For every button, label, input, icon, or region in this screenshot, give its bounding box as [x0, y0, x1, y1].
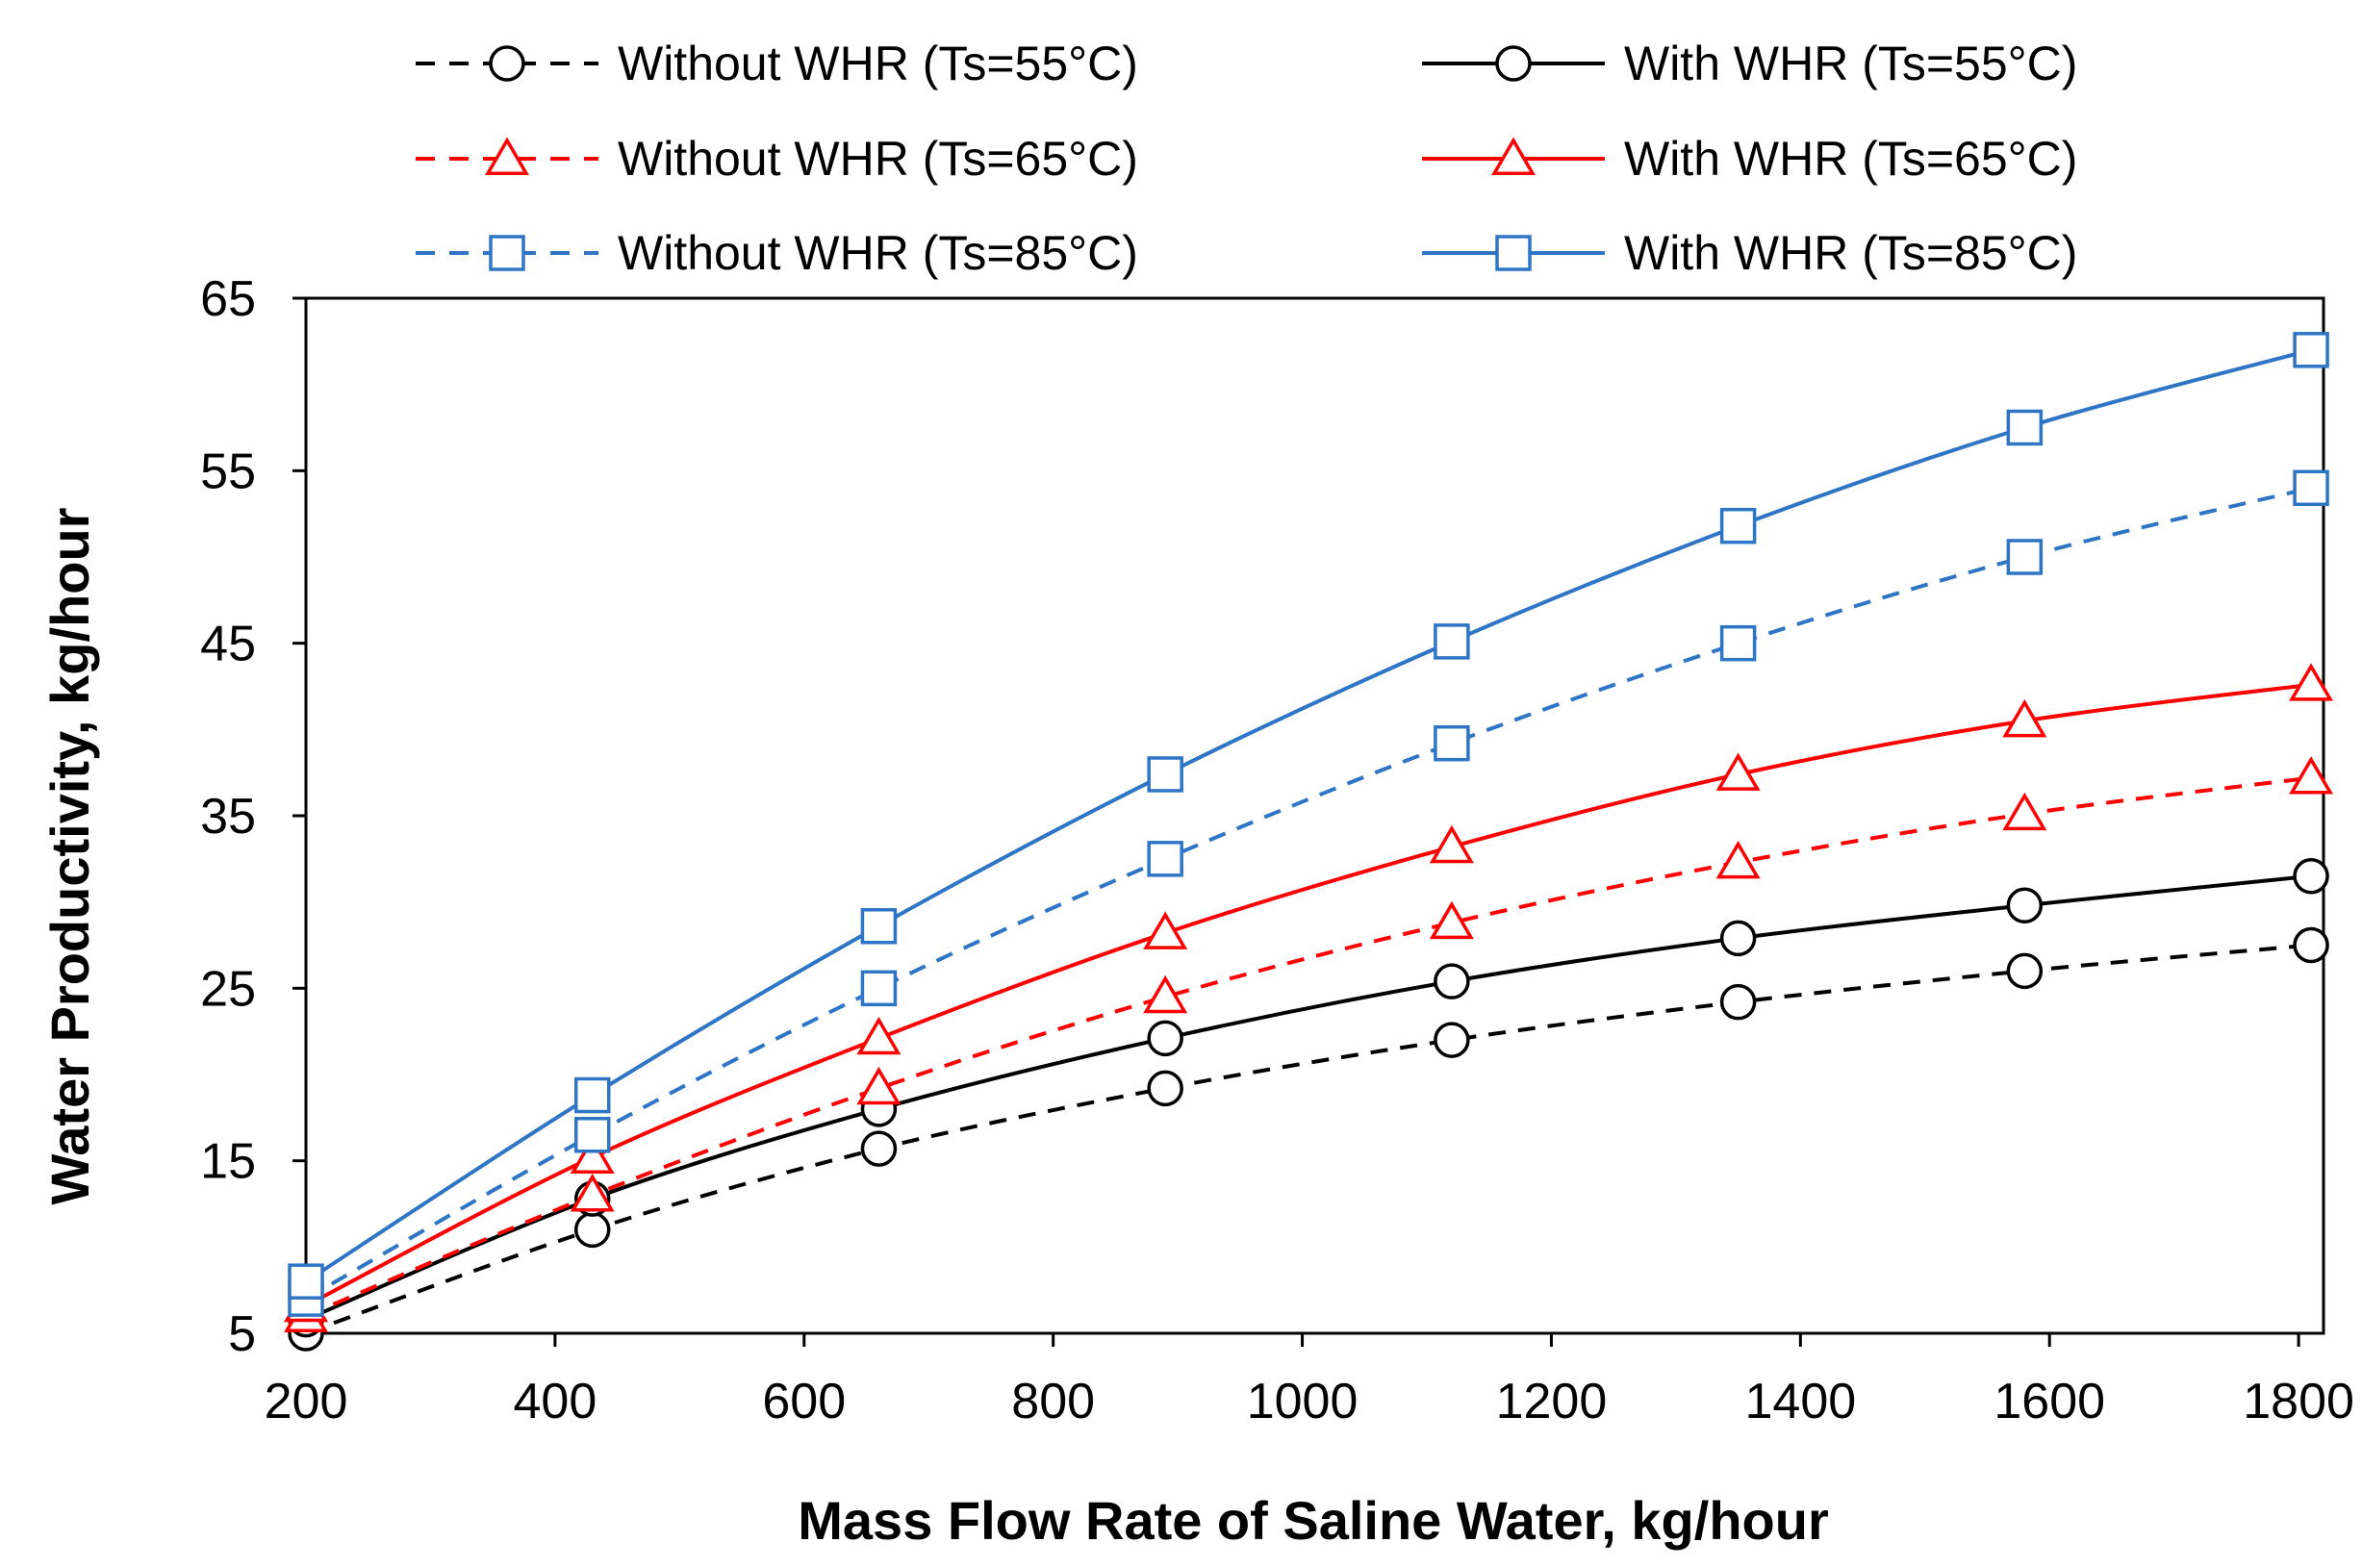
- series-line: [305, 873, 2312, 1322]
- data-point: [2002, 698, 2047, 738]
- y-axis-title: Water Productivity, kg/hour: [39, 508, 100, 1205]
- y-tick-label: 35: [200, 789, 256, 845]
- data-point: [1719, 507, 1757, 544]
- data-point: [1719, 920, 1757, 957]
- data-point: [2006, 887, 2044, 924]
- legend-label: Without WHR (Ts=55°C): [618, 37, 1138, 90]
- legend-marker: [489, 45, 525, 82]
- data-point: [573, 1211, 611, 1249]
- x-tick-label: 1000: [1247, 1374, 1359, 1429]
- legend-item-6: With WHR (Ts=85°C): [1422, 226, 2077, 280]
- legend-item-1: Without WHR (Ts=55°C): [416, 37, 1138, 90]
- y-tick-label: 45: [200, 617, 256, 672]
- series-1: [288, 926, 2329, 1352]
- data-point: [2006, 952, 2044, 990]
- data-point: [573, 1117, 611, 1153]
- legend-marker: [1495, 45, 1532, 82]
- data-point: [2293, 332, 2329, 368]
- data-point: [1434, 623, 1470, 660]
- data-point: [1147, 1020, 1183, 1057]
- legend-marker: [489, 235, 525, 271]
- data-point: [2006, 539, 2044, 575]
- x-tick-label: 200: [265, 1374, 348, 1429]
- legend-item-4: With WHR (Ts=65°C): [1422, 132, 2077, 186]
- series-layer: [284, 332, 2334, 1352]
- series-6: [288, 332, 2329, 1300]
- data-point: [573, 1076, 611, 1114]
- legend-item-2: With WHR (Ts=55°C): [1422, 37, 2077, 90]
- data-point: [1147, 841, 1183, 877]
- legend-label: With WHR (Ts=85°C): [1624, 226, 2077, 280]
- data-point: [1143, 974, 1188, 1014]
- data-point: [860, 970, 898, 1007]
- legend: Without WHR (Ts=55°C) With WHR (Ts=55°C) W…: [416, 37, 2077, 280]
- series-4: [284, 663, 2334, 1323]
- data-point: [2293, 858, 2329, 895]
- legend-item-3: Without WHR (Ts=65°C): [416, 132, 1138, 186]
- x-tick-label: 800: [1011, 1374, 1095, 1429]
- legend-marker: [1491, 137, 1536, 175]
- legend-label: With WHR (Ts=55°C): [1624, 37, 2077, 90]
- data-point: [2293, 469, 2329, 507]
- legend-label: With WHR (Ts=65°C): [1624, 132, 2077, 186]
- series-line: [304, 347, 2312, 1283]
- y-tick-label: 5: [228, 1306, 256, 1362]
- legend-marker: [1495, 235, 1532, 271]
- data-point: [1434, 724, 1470, 762]
- x-tick-label: 1800: [2243, 1374, 2354, 1429]
- series-line: [305, 943, 2312, 1335]
- data-point: [2293, 926, 2329, 964]
- data-point: [856, 1066, 902, 1105]
- data-point: [860, 908, 898, 945]
- x-axis: 200 400 600 800 1000 1200 1400 1600 1800: [265, 1333, 2354, 1429]
- data-point: [1719, 983, 1757, 1021]
- series-line: [305, 486, 2312, 1301]
- data-point: [860, 1130, 898, 1167]
- data-point: [2289, 663, 2334, 701]
- data-point: [2006, 409, 2044, 446]
- data-point: [1147, 756, 1183, 793]
- data-point: [1715, 840, 1761, 879]
- x-tick-label: 1600: [1994, 1374, 2105, 1429]
- y-tick-label: 55: [200, 443, 256, 499]
- data-point: [1715, 752, 1761, 791]
- series-line: [305, 682, 2312, 1308]
- data-point: [2289, 756, 2334, 795]
- data-point: [288, 1263, 324, 1300]
- data-point: [570, 1174, 615, 1212]
- legend-marker: [485, 137, 529, 175]
- data-point: [1434, 963, 1470, 999]
- data-point: [1143, 911, 1188, 949]
- x-axis-title: Mass Flow Rate of Saline Water, kg/hour: [798, 1490, 1828, 1551]
- series-5: [288, 469, 2329, 1317]
- x-tick-label: 1200: [1496, 1374, 1608, 1429]
- data-point: [1429, 824, 1474, 864]
- legend-label: Without WHR (Ts=85°C): [618, 226, 1138, 280]
- data-point: [2002, 792, 2047, 831]
- x-tick-label: 400: [514, 1374, 597, 1429]
- x-tick-label: 1400: [1744, 1374, 1856, 1429]
- data-point: [570, 1135, 615, 1175]
- x-tick-label: 600: [762, 1374, 846, 1429]
- y-axis: 5 15 25 35 45 55 65: [200, 271, 306, 1362]
- legend-item-5: Without WHR (Ts=85°C): [416, 226, 1138, 280]
- data-point: [1434, 1022, 1470, 1058]
- data-point: [1429, 900, 1474, 940]
- data-point: [856, 1016, 902, 1055]
- data-point: [1719, 624, 1757, 662]
- y-tick-label: 25: [200, 961, 256, 1017]
- data-point: [1147, 1070, 1183, 1107]
- y-tick-label: 65: [200, 271, 256, 327]
- legend-label: Without WHR (Ts=65°C): [618, 132, 1138, 186]
- y-tick-label: 15: [200, 1134, 256, 1190]
